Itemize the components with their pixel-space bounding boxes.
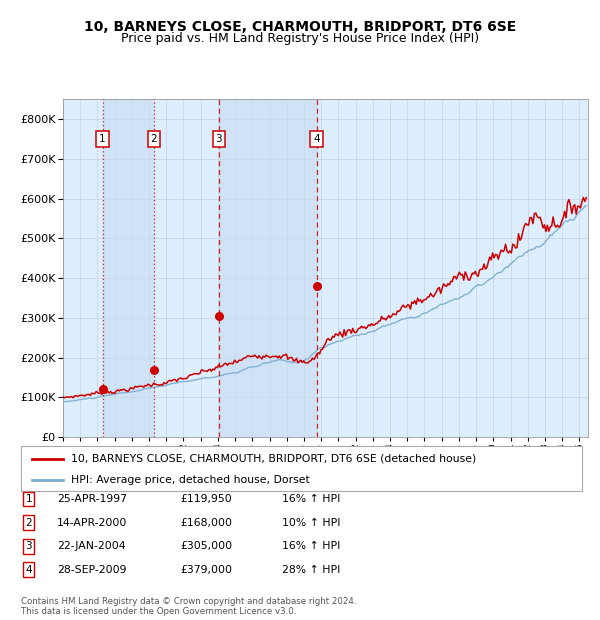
Text: 25-APR-1997: 25-APR-1997	[57, 494, 127, 504]
Text: 10% ↑ HPI: 10% ↑ HPI	[282, 518, 341, 528]
Text: 10, BARNEYS CLOSE, CHARMOUTH, BRIDPORT, DT6 6SE: 10, BARNEYS CLOSE, CHARMOUTH, BRIDPORT, …	[84, 20, 516, 34]
Text: £119,950: £119,950	[180, 494, 232, 504]
Text: Contains HM Land Registry data © Crown copyright and database right 2024.: Contains HM Land Registry data © Crown c…	[21, 597, 356, 606]
Text: 3: 3	[215, 134, 222, 144]
Text: 28% ↑ HPI: 28% ↑ HPI	[282, 565, 340, 575]
Text: This data is licensed under the Open Government Licence v3.0.: This data is licensed under the Open Gov…	[21, 606, 296, 616]
Text: 28-SEP-2009: 28-SEP-2009	[57, 565, 127, 575]
Text: 1: 1	[25, 494, 32, 504]
Bar	[219, 99, 317, 437]
Text: 2: 2	[25, 518, 32, 528]
Bar	[103, 99, 154, 437]
Text: £168,000: £168,000	[180, 518, 232, 528]
Text: £379,000: £379,000	[180, 565, 232, 575]
Text: 10, BARNEYS CLOSE, CHARMOUTH, BRIDPORT, DT6 6SE (detached house): 10, BARNEYS CLOSE, CHARMOUTH, BRIDPORT, …	[71, 454, 477, 464]
Text: Price paid vs. HM Land Registry's House Price Index (HPI): Price paid vs. HM Land Registry's House …	[121, 32, 479, 45]
Text: 4: 4	[313, 134, 320, 144]
Text: 3: 3	[25, 541, 32, 551]
Text: £305,000: £305,000	[180, 541, 232, 551]
Text: 14-APR-2000: 14-APR-2000	[57, 518, 127, 528]
Text: HPI: Average price, detached house, Dorset: HPI: Average price, detached house, Dors…	[71, 475, 310, 485]
Text: 16% ↑ HPI: 16% ↑ HPI	[282, 494, 340, 504]
Text: 16% ↑ HPI: 16% ↑ HPI	[282, 541, 340, 551]
Text: 1: 1	[99, 134, 106, 144]
Text: 4: 4	[25, 565, 32, 575]
Text: 22-JAN-2004: 22-JAN-2004	[57, 541, 125, 551]
Text: 2: 2	[151, 134, 157, 144]
